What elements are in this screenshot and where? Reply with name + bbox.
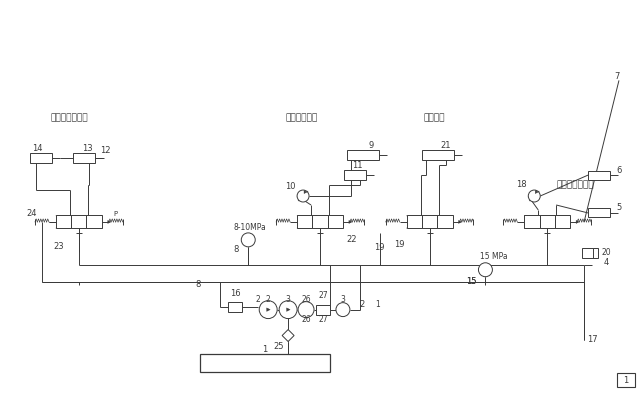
Polygon shape: [458, 220, 462, 224]
Text: 21: 21: [440, 141, 451, 150]
Text: 15: 15: [466, 277, 477, 286]
Text: 13: 13: [83, 144, 93, 153]
Text: 10: 10: [285, 182, 295, 190]
Text: 14: 14: [31, 144, 42, 153]
Text: 3: 3: [340, 295, 345, 304]
Text: P: P: [114, 211, 117, 217]
Text: 26: 26: [301, 315, 311, 324]
Text: 2: 2: [360, 300, 365, 309]
Text: 22: 22: [347, 235, 357, 244]
Bar: [593, 248, 598, 258]
Text: 3: 3: [286, 295, 291, 304]
Bar: [437, 216, 453, 228]
Text: 4: 4: [603, 258, 609, 267]
Text: 6: 6: [616, 166, 621, 175]
Bar: [588, 208, 610, 218]
Bar: [422, 216, 437, 228]
Text: 20: 20: [601, 248, 611, 257]
Circle shape: [297, 190, 309, 202]
Circle shape: [279, 301, 297, 318]
Bar: [582, 248, 596, 258]
Polygon shape: [304, 190, 307, 194]
Bar: [525, 216, 539, 228]
Polygon shape: [535, 190, 538, 194]
Text: 9: 9: [369, 141, 374, 150]
Circle shape: [259, 301, 277, 318]
Bar: [30, 153, 52, 163]
Text: 27: 27: [318, 291, 328, 300]
Text: 推進功能: 推進功能: [424, 114, 446, 123]
Bar: [344, 170, 366, 180]
Bar: [617, 373, 635, 387]
Bar: [297, 216, 313, 228]
Bar: [87, 216, 102, 228]
Text: 2: 2: [256, 295, 261, 304]
Text: 11: 11: [352, 161, 362, 170]
Text: 26: 26: [301, 295, 311, 304]
Text: 8: 8: [234, 245, 239, 254]
Text: 托釬器卡緊功能: 托釬器卡緊功能: [50, 114, 88, 123]
Text: 27: 27: [318, 315, 328, 324]
Text: 19: 19: [374, 243, 385, 252]
Text: 1: 1: [376, 300, 380, 309]
Text: 8: 8: [196, 280, 201, 289]
Bar: [555, 216, 570, 228]
Text: 1: 1: [623, 376, 629, 385]
Text: 25: 25: [273, 342, 283, 351]
Circle shape: [528, 190, 540, 202]
Text: 8-10MPa: 8-10MPa: [234, 224, 266, 232]
Bar: [327, 216, 343, 228]
Text: 15 MPa: 15 MPa: [480, 252, 507, 261]
Text: 5: 5: [616, 204, 621, 212]
Text: 1: 1: [263, 345, 268, 354]
Text: 回轉器旋轉功能: 回轉器旋轉功能: [557, 180, 594, 190]
Bar: [347, 150, 379, 160]
Bar: [229, 302, 242, 312]
Bar: [406, 216, 422, 228]
Text: 24: 24: [27, 210, 37, 218]
Bar: [539, 216, 555, 228]
Text: 17: 17: [587, 335, 597, 344]
Bar: [422, 150, 453, 160]
Text: 19: 19: [394, 240, 405, 249]
Polygon shape: [266, 308, 270, 311]
Circle shape: [336, 303, 350, 316]
Polygon shape: [108, 220, 110, 224]
Polygon shape: [282, 330, 294, 342]
Text: 12: 12: [101, 146, 111, 155]
Text: 立柱頂緊功能: 立柱頂緊功能: [286, 114, 318, 123]
Bar: [56, 216, 71, 228]
Bar: [200, 354, 330, 372]
Polygon shape: [286, 308, 290, 311]
Polygon shape: [349, 220, 352, 224]
Polygon shape: [576, 220, 579, 224]
Bar: [71, 216, 87, 228]
Circle shape: [478, 263, 492, 277]
Circle shape: [298, 302, 314, 318]
Circle shape: [241, 233, 256, 247]
Bar: [316, 305, 330, 315]
Bar: [313, 216, 327, 228]
Text: 7: 7: [614, 72, 620, 81]
Text: 23: 23: [53, 242, 64, 251]
Text: 18: 18: [516, 180, 526, 188]
Text: 2: 2: [266, 295, 270, 304]
Text: 16: 16: [230, 289, 241, 298]
Bar: [588, 171, 610, 180]
Bar: [73, 153, 95, 163]
Text: 15: 15: [466, 277, 477, 286]
